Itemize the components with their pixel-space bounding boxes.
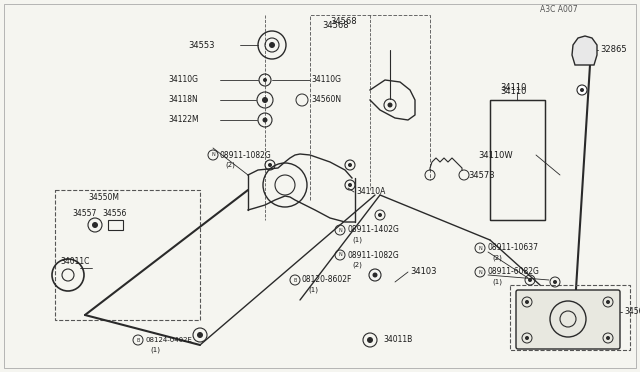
Text: B: B xyxy=(136,337,140,343)
Text: 34011C: 34011C xyxy=(60,257,90,266)
Circle shape xyxy=(525,336,529,340)
Text: 34118N: 34118N xyxy=(168,96,198,105)
Circle shape xyxy=(348,163,352,167)
Bar xyxy=(490,100,545,220)
Text: 34110A: 34110A xyxy=(356,187,385,196)
Text: N: N xyxy=(478,246,482,250)
Bar xyxy=(510,285,630,350)
Text: 08911-10637: 08911-10637 xyxy=(487,244,538,253)
Text: 34573: 34573 xyxy=(468,170,495,180)
Circle shape xyxy=(263,78,267,82)
Text: N: N xyxy=(338,228,342,232)
Text: A3C A007: A3C A007 xyxy=(540,6,578,15)
Text: (1): (1) xyxy=(352,237,362,243)
Text: (1): (1) xyxy=(308,287,318,293)
Circle shape xyxy=(269,42,275,48)
Circle shape xyxy=(387,103,392,108)
Text: 34122M: 34122M xyxy=(168,115,198,125)
Circle shape xyxy=(197,332,203,338)
Text: N: N xyxy=(478,269,482,275)
Text: 34568: 34568 xyxy=(330,17,356,26)
Text: (1): (1) xyxy=(150,347,160,353)
Circle shape xyxy=(606,300,610,304)
Circle shape xyxy=(262,118,268,122)
Text: N: N xyxy=(338,253,342,257)
Text: (2): (2) xyxy=(352,262,362,268)
Circle shape xyxy=(580,88,584,92)
Circle shape xyxy=(553,280,557,284)
Text: 34103: 34103 xyxy=(410,267,436,276)
Text: 08124-0402E: 08124-0402E xyxy=(145,337,192,343)
Circle shape xyxy=(525,300,529,304)
Circle shape xyxy=(378,213,382,217)
Text: 34110W: 34110W xyxy=(478,151,513,160)
Text: 08120-8602F: 08120-8602F xyxy=(302,276,353,285)
Text: 34565M: 34565M xyxy=(624,308,640,317)
Text: 34110G: 34110G xyxy=(168,76,198,84)
Bar xyxy=(108,220,123,230)
Text: (1): (1) xyxy=(492,279,502,285)
Circle shape xyxy=(92,222,98,228)
Text: 08911-6082G: 08911-6082G xyxy=(487,267,539,276)
Text: 34556: 34556 xyxy=(102,209,126,218)
Circle shape xyxy=(262,97,268,103)
Text: 34110: 34110 xyxy=(500,87,526,96)
Circle shape xyxy=(372,273,378,278)
Text: 08911-1082G: 08911-1082G xyxy=(347,250,399,260)
Text: 34011B: 34011B xyxy=(383,336,412,344)
Text: 34553: 34553 xyxy=(188,41,214,49)
Text: 34568: 34568 xyxy=(322,20,349,29)
FancyBboxPatch shape xyxy=(516,290,620,349)
Text: 34550M: 34550M xyxy=(88,193,119,202)
Circle shape xyxy=(367,337,373,343)
Text: 34110G: 34110G xyxy=(311,76,341,84)
Text: 08911-1402G: 08911-1402G xyxy=(347,225,399,234)
Circle shape xyxy=(577,85,587,95)
Polygon shape xyxy=(572,36,597,65)
Text: 08911-1082G: 08911-1082G xyxy=(220,151,272,160)
Text: 34557: 34557 xyxy=(72,209,97,218)
Circle shape xyxy=(528,278,532,282)
Circle shape xyxy=(268,163,272,167)
Text: 34560N: 34560N xyxy=(311,96,341,105)
Circle shape xyxy=(348,183,352,187)
Text: B: B xyxy=(293,278,297,282)
Text: 34110: 34110 xyxy=(500,83,526,93)
Bar xyxy=(55,190,200,320)
Text: (2): (2) xyxy=(225,162,235,168)
Text: 32865: 32865 xyxy=(600,45,627,55)
Text: N: N xyxy=(211,153,215,157)
Circle shape xyxy=(606,336,610,340)
Text: (2): (2) xyxy=(492,255,502,261)
